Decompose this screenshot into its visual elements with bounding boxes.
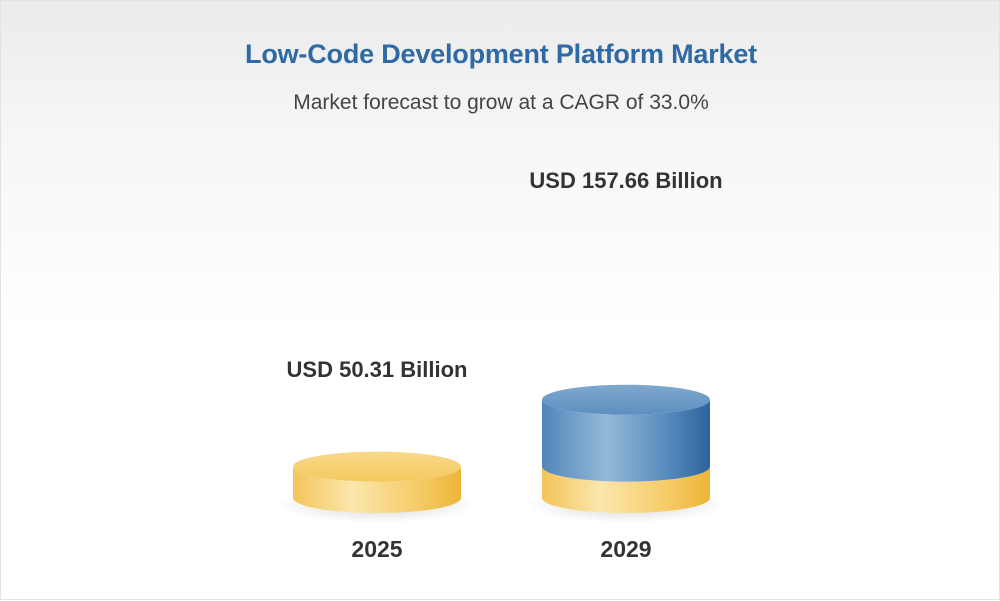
year-label-2029: 2029 — [600, 536, 651, 562]
cylinder-2025-body — [293, 466, 461, 513]
cylinder-2025-top — [293, 451, 461, 482]
cylinder-2029-top — [542, 384, 710, 415]
cylinder-2029-growth-segment — [542, 399, 710, 482]
value-label-2029: USD 157.66 Billion — [529, 168, 722, 193]
value-label-2025: USD 50.31 Billion — [287, 357, 468, 382]
chart-title: Low-Code Development Platform Market — [245, 39, 757, 69]
chart-subtitle: Market forecast to grow at a CAGR of 33.… — [293, 91, 709, 114]
cylinder-2029-base-segment — [542, 466, 710, 513]
year-label-2025: 2025 — [351, 536, 402, 562]
cylinder-2029: USD 157.66 Billion 2029 — [526, 168, 726, 562]
cylinder-2025: USD 50.31 Billion 2025 — [277, 357, 477, 562]
